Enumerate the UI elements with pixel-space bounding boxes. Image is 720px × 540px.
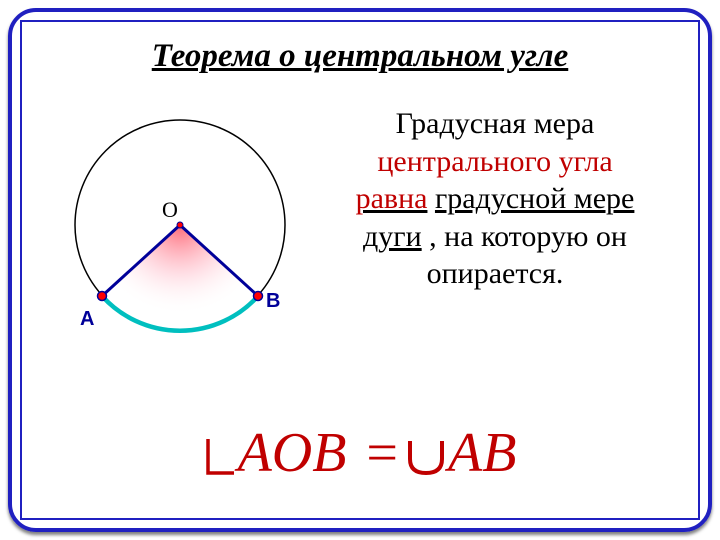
theorem-line4: опирается. <box>427 257 564 290</box>
angle-fill <box>114 225 247 315</box>
circle-diagram: О А В <box>50 100 310 380</box>
title-text: Теорема о центральном угле <box>152 38 569 74</box>
angle-symbol-icon <box>204 433 238 479</box>
theorem-highlight: центрального угла <box>377 145 612 178</box>
label-b: В <box>266 290 280 312</box>
label-o: О <box>162 197 178 222</box>
formula: AOB = AB <box>0 421 720 485</box>
theorem-line3rest: , на которую он <box>429 220 627 253</box>
arc-union-symbol-icon <box>404 433 448 479</box>
theorem-line2a: равна <box>356 182 428 215</box>
theorem-line1: Градусная мера <box>396 107 595 140</box>
point-b-dot <box>254 292 263 301</box>
theorem-text: Градусная мера центрального угла равна г… <box>315 105 675 293</box>
label-a: А <box>80 308 94 330</box>
point-o-dot <box>177 222 183 228</box>
formula-right: AB <box>448 422 516 484</box>
point-a-dot <box>98 292 107 301</box>
theorem-underline1: градусной мере <box>435 182 634 215</box>
diagram-svg: О А В <box>50 100 310 380</box>
page-title: Теорема о центральном угле <box>50 38 670 75</box>
formula-left: AOB <box>238 422 347 484</box>
theorem-underline2: дуги <box>363 220 422 253</box>
formula-eq: = <box>360 422 404 484</box>
